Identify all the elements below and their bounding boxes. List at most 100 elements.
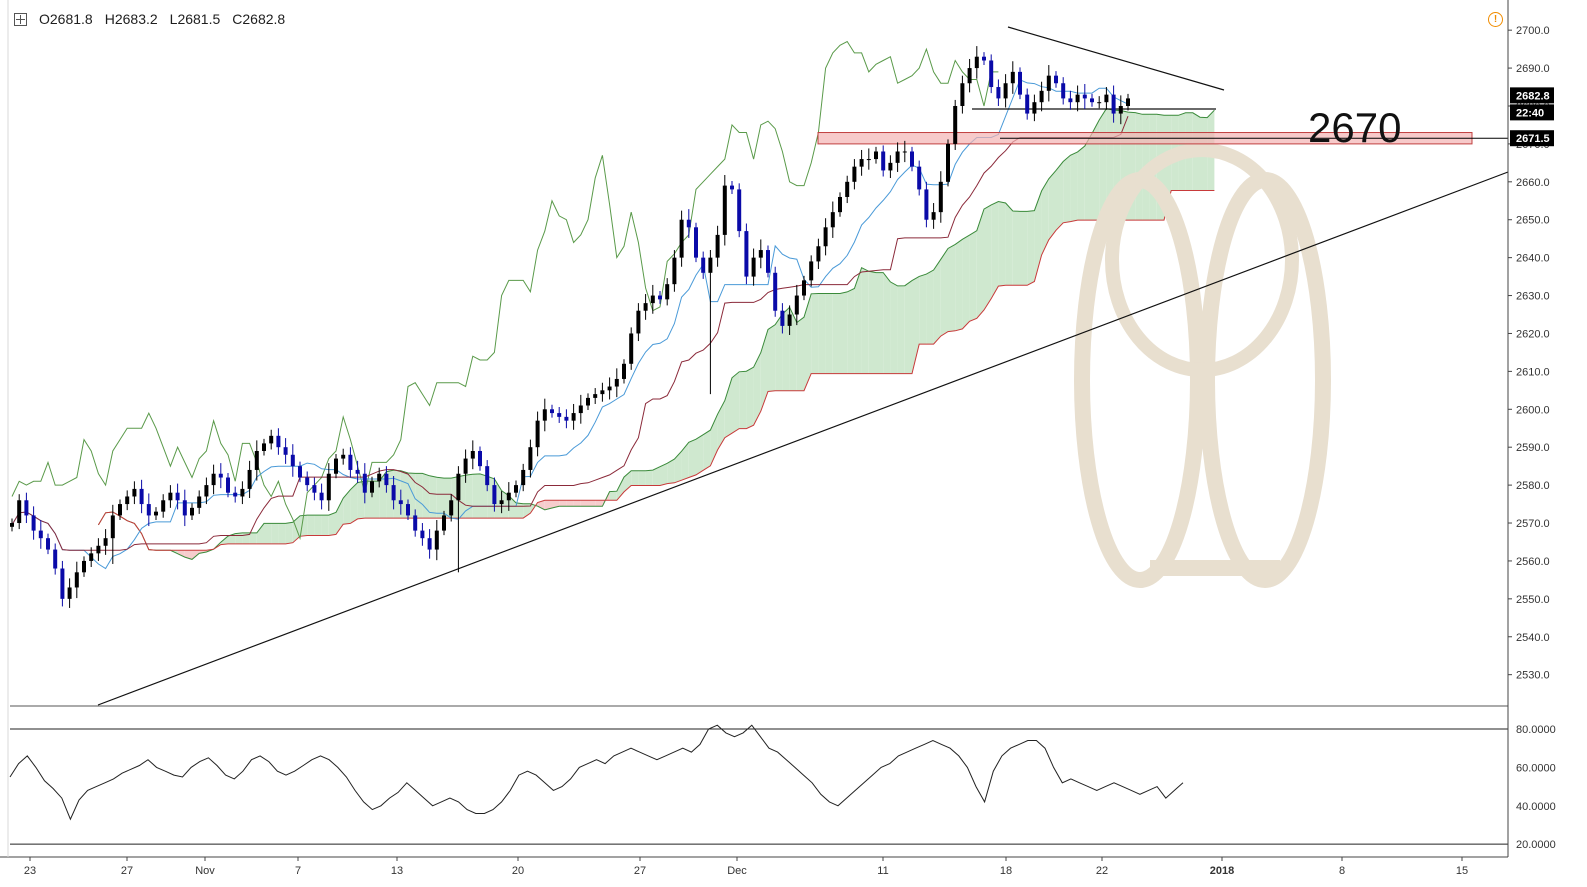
- watermark-ring-left: [1074, 172, 1206, 588]
- cloud-segment: [919, 274, 927, 345]
- cloud-segment: [962, 235, 970, 329]
- candle-body: [427, 538, 432, 550]
- cloud-segment: [544, 500, 552, 510]
- candle-body: [895, 151, 900, 163]
- candle-body: [139, 488, 144, 505]
- candle-body: [924, 189, 929, 220]
- time-tick-label: 2018: [1210, 865, 1234, 877]
- candle-body: [506, 492, 511, 501]
- candle-body: [478, 450, 482, 467]
- price-tick-label: 2540.0: [1516, 632, 1550, 644]
- candle-body: [262, 443, 266, 451]
- cloud-segment: [631, 470, 639, 486]
- candle-body: [679, 219, 684, 258]
- candle-body: [607, 386, 612, 391]
- oscillator-tick-label: 80.0000: [1516, 724, 1556, 736]
- last-price-label-bg: [1510, 87, 1554, 104]
- cloud-segment: [753, 352, 761, 426]
- candle-body: [319, 492, 324, 501]
- lagging-span-line: [11, 40, 999, 541]
- candle-body: [874, 151, 878, 160]
- candle-body: [154, 511, 158, 516]
- cloud-segment: [696, 434, 704, 475]
- candle-body: [67, 587, 72, 599]
- price-tick-label: 2600.0: [1516, 404, 1550, 416]
- cloud-segment: [688, 439, 696, 478]
- candle-body: [161, 500, 166, 512]
- time-tick-label: Nov: [195, 865, 215, 877]
- high-value: H2683.2: [104, 11, 158, 27]
- cloud-segment: [940, 248, 948, 337]
- oscillator-tick-label: 60.0000: [1516, 762, 1556, 774]
- watermark-ring-center: [1105, 143, 1299, 377]
- cloud-segment: [1005, 203, 1013, 286]
- candle-body: [650, 295, 655, 304]
- senkou-span-b-line: [97, 190, 1215, 551]
- cloud-segment: [415, 473, 423, 519]
- cloud-segment: [1070, 151, 1078, 222]
- candles: [10, 46, 1130, 608]
- candle-body: [125, 496, 130, 505]
- cloud-segment: [580, 500, 588, 507]
- candle-body: [499, 500, 504, 505]
- time-tick-label: 23: [24, 865, 36, 877]
- candle-body: [578, 405, 583, 414]
- cloud-segment: [732, 371, 740, 434]
- candle-body: [182, 500, 187, 516]
- candle-body: [737, 189, 742, 232]
- candle-body: [38, 530, 43, 539]
- cloud-segment: [775, 314, 783, 391]
- cloud-segment: [1012, 211, 1020, 286]
- cloud-segment: [984, 204, 992, 310]
- price-tick-label: 2630.0: [1516, 291, 1550, 303]
- candle-body: [600, 390, 605, 395]
- candle-body: [1025, 94, 1030, 114]
- candle-body: [492, 485, 497, 505]
- cloud-segment: [645, 470, 653, 486]
- candle-body: [82, 560, 86, 573]
- candle-body: [485, 466, 490, 486]
- candle-body: [1104, 94, 1109, 103]
- candle-body: [938, 181, 943, 213]
- candle-body: [74, 572, 79, 588]
- candle-body: [622, 363, 626, 379]
- candle-body: [31, 515, 36, 531]
- candle-body: [974, 56, 979, 69]
- candle-body: [665, 284, 670, 300]
- time-tick-label: Dec: [727, 865, 747, 877]
- cloud-segment: [876, 272, 884, 374]
- candle-body: [355, 469, 360, 474]
- cloud-segment: [192, 550, 200, 560]
- ohlc-legend: O2681.8 H2683.2 L2681.5 C2682.8: [14, 11, 285, 27]
- oscillator-panel: [9, 705, 1508, 845]
- candle-body: [103, 538, 108, 546]
- candle-body: [406, 504, 410, 516]
- oscillator-tick-label: 40.0000: [1516, 801, 1556, 813]
- candle-body: [744, 231, 749, 277]
- cloud-segment: [249, 532, 257, 544]
- cloud-segment: [235, 532, 243, 544]
- cloud-segment: [933, 259, 941, 345]
- axis-labels: 2700.02690.02680.02670.02660.02650.02640…: [24, 25, 1556, 877]
- candle-body: [773, 272, 778, 311]
- candle-body: [996, 87, 1001, 99]
- cloud-segment: [588, 500, 596, 507]
- price-tick-label: 2570.0: [1516, 518, 1550, 530]
- price-tick-label: 2560.0: [1516, 556, 1550, 568]
- candle-body: [456, 473, 461, 501]
- candle-body: [24, 500, 29, 516]
- plus-square-icon[interactable]: [14, 12, 27, 26]
- marked-level-label: 2671.5: [1516, 133, 1550, 145]
- candle-body: [146, 504, 151, 516]
- candle-body: [989, 60, 994, 88]
- cloud-segment: [321, 515, 329, 536]
- candle-body: [715, 234, 720, 258]
- cloud-segment: [1020, 211, 1028, 286]
- candle-body: [1118, 105, 1123, 114]
- cloud-segment: [566, 500, 574, 507]
- cloud-segment: [703, 430, 711, 471]
- warning-circle-icon[interactable]: !: [1488, 12, 1503, 27]
- candle-body: [614, 378, 619, 387]
- cloud-segment: [559, 500, 567, 507]
